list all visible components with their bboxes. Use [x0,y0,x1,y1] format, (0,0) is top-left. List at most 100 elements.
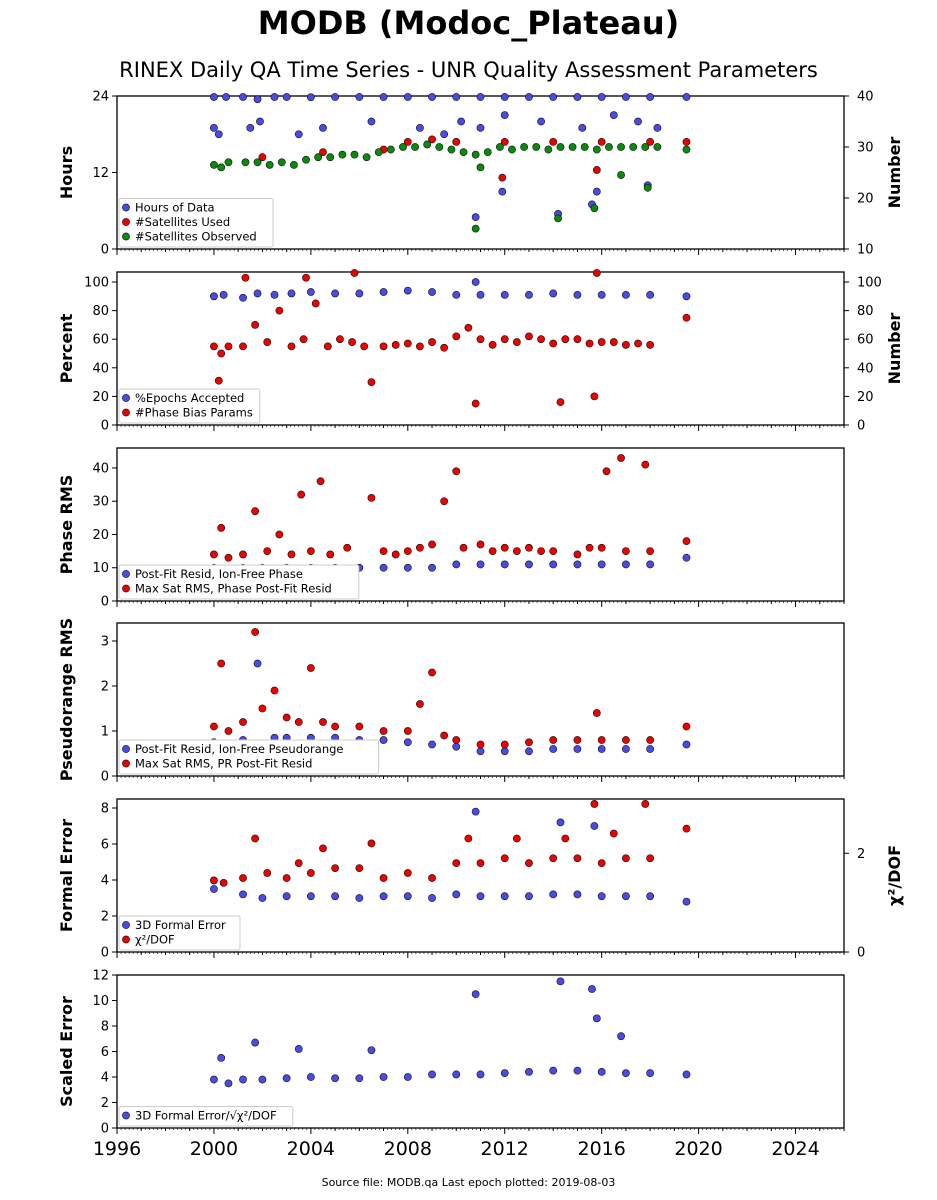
data-point [592,166,601,174]
data-point [282,892,291,901]
data-point [367,1046,376,1055]
chart-title: MODB (Modoc_Plateau) [257,4,680,42]
data-point [350,150,359,159]
y-tick-label: 0 [101,1122,109,1137]
data-point [588,985,596,993]
y-right-axis-label: χ²/DOF [885,845,904,906]
data-point [500,854,509,863]
y-tick-label: 40 [92,461,109,476]
data-point [367,839,376,848]
legend-label: %Epochs Accepted [135,391,244,405]
data-point [643,183,652,192]
data-point [416,342,424,351]
data-point [319,844,327,853]
data-point [428,668,436,677]
y-right-tick-label: 20 [857,390,874,405]
data-point [525,1068,533,1076]
data-point [573,290,582,299]
data-point [464,834,473,843]
y-tick-label: 12 [92,969,109,984]
data-point [379,547,388,556]
y-tick-label: 6 [101,838,109,853]
data-point [525,859,533,868]
data-point [287,550,296,559]
data-point [239,342,247,351]
data-point [326,153,335,162]
data-point [331,864,339,872]
data-point [464,323,473,332]
data-point [622,1069,630,1078]
data-point [391,550,400,559]
data-point [379,342,388,351]
data-point [338,150,347,159]
legend-label: Max Sat RMS, Phase Post-Fit Resid [135,582,332,596]
data-point [682,897,691,906]
data-point [471,807,480,816]
data-point [549,547,558,556]
legend-label: #Satellites Used [135,215,230,229]
y-tick-label: 1 [101,725,109,740]
data-point [476,1070,485,1079]
data-point [605,143,613,151]
data-point [525,892,533,901]
data-point [476,892,485,901]
data-point [597,745,606,753]
data-point [525,332,533,341]
data-point [525,738,533,747]
data-point [379,288,388,296]
data-point [634,339,642,348]
data-point [622,93,630,101]
legend-marker [122,203,130,212]
data-point [556,818,565,827]
data-point [568,143,577,151]
data-point [646,745,655,753]
data-point [428,740,436,749]
legend-label: Max Sat RMS, PR Post-Fit Resid [135,757,312,771]
data-point [299,335,308,344]
data-point [597,290,606,299]
y-tick-label: 40 [92,361,109,376]
data-point [294,718,303,726]
chart-subtitle: RINEX Daily QA Time Series - UNR Quality… [119,58,818,82]
legend-label: χ²/DOF [135,933,175,947]
data-point [224,1079,233,1088]
data-point [362,153,371,162]
y-tick-label: 30 [92,495,109,510]
data-point [239,293,247,302]
y-tick-label: 0 [101,243,109,258]
data-point [646,341,655,349]
data-point [617,1032,625,1041]
data-point [306,664,315,672]
legend-box [118,1106,294,1127]
legend-label: Post-Fit Resid, Ion-Free Pseudorange [135,742,343,756]
data-point [210,93,218,101]
y-tick-label: 4 [101,1071,109,1086]
data-point [646,560,655,569]
data-point [306,869,315,877]
data-point [549,560,558,569]
x-tick-label: 2016 [577,1138,625,1160]
data-point [379,93,388,101]
data-point [549,289,558,298]
data-point [498,173,507,182]
x-tick-label: 2004 [287,1138,335,1160]
data-point [416,123,424,132]
data-point [622,736,630,744]
y-right-axis-label: Number [885,313,904,385]
y-tick-label: 3 [101,635,109,650]
panel-2: 0 20 40 60 80 100 Percent 0 20 40 60 80 100 Number %Ep… [57,269,904,434]
data-point [500,290,509,299]
y-right-tick-label: 10 [857,243,874,258]
data-point [323,342,332,351]
y-right-tick-label: 60 [857,333,874,348]
data-point [520,143,529,151]
data-point [476,123,485,132]
y-right-tick-label: 30 [857,141,874,156]
data-point [210,292,218,301]
data-point [653,143,662,151]
data-point [597,543,606,552]
data-point [682,145,691,154]
y-axis-label: Scaled Error [57,996,76,1107]
data-point [549,854,558,863]
